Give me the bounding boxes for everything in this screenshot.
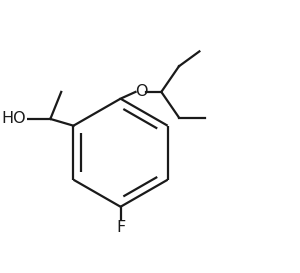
- Text: O: O: [135, 84, 147, 99]
- Text: HO: HO: [1, 111, 26, 126]
- Text: F: F: [116, 220, 125, 235]
